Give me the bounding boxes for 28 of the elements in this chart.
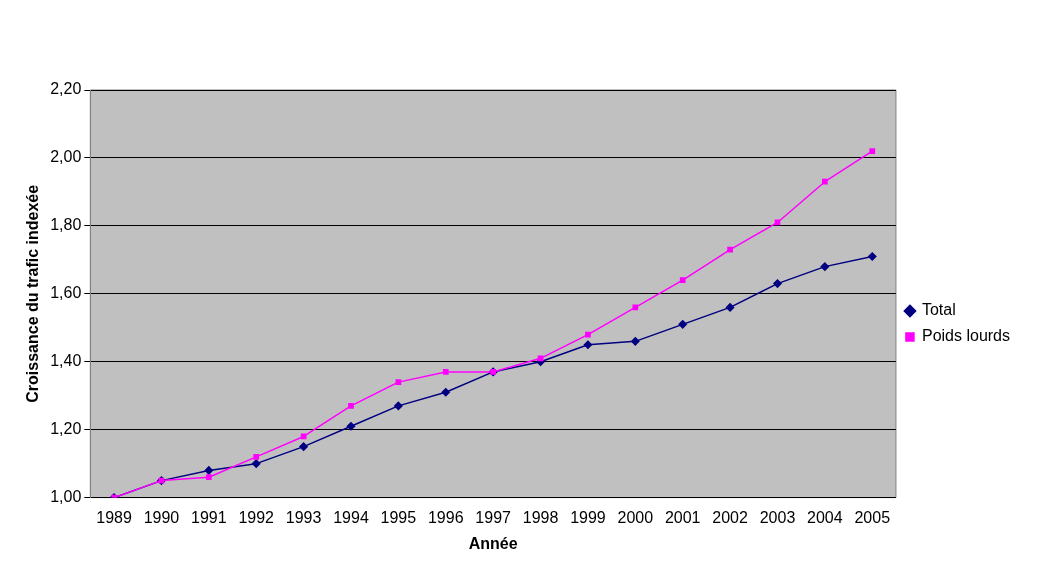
x-tick-label: 2000 [617,508,654,526]
x-tick-label: 1990 [143,508,180,526]
y-axis-title: Croissance du trafic indexée [24,184,42,403]
y-tick-label: 2,00 [50,148,82,166]
legend-label: Total [921,301,956,319]
x-tick-label: 1992 [238,508,275,526]
y-tick-label: 1,00 [50,488,82,506]
y-tick-label: 1,40 [50,352,82,370]
x-tick-label: 2002 [712,508,748,526]
x-axis-title: Année [468,534,518,552]
y-tick-label: 1,20 [50,420,82,438]
x-tick-label: 1998 [522,508,559,526]
y-tick-label: 1,60 [50,284,82,302]
x-tick-label: 2004 [807,508,843,526]
x-tick-label: 1995 [380,508,417,526]
x-tick-label: 1989 [96,508,132,526]
x-tick-label: 2001 [664,508,701,526]
x-tick-label: 1994 [333,508,369,526]
y-tick-label: 1,80 [50,216,82,234]
x-tick-label: 2003 [759,508,796,526]
x-tick-label: 1991 [191,508,227,526]
x-tick-label: 1996 [427,508,464,526]
x-tick-label: 1997 [475,508,512,526]
x-tick-label: 2005 [854,508,891,526]
y-tick-label: 2,20 [50,80,82,98]
x-tick-label: 1999 [570,508,606,526]
legend-label: Poids lourds [921,327,1010,345]
x-tick-label: 1993 [285,508,322,526]
